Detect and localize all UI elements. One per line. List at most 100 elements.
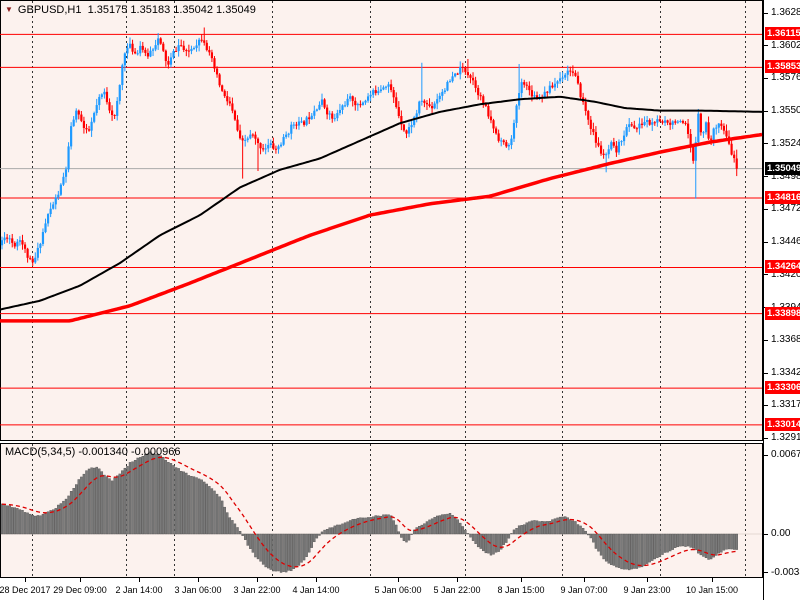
macd-bar (34, 515, 37, 535)
moving-average-red (0, 132, 763, 323)
candle-body (390, 84, 393, 91)
candle-body (610, 142, 613, 150)
candle-body (622, 135, 626, 142)
candle-body (290, 124, 293, 134)
candle-body (198, 39, 201, 46)
candle-body (82, 120, 86, 128)
candle-body (674, 121, 677, 123)
candle-body (149, 50, 152, 57)
macd-bar (343, 522, 347, 535)
candle-body (331, 113, 334, 119)
candle-body (361, 102, 365, 105)
macd-bar (517, 525, 521, 535)
macd-bar (561, 516, 564, 535)
macd-bar (712, 533, 715, 558)
candle-body (512, 122, 516, 139)
macd-bar (205, 483, 209, 535)
macd-bar (387, 514, 390, 535)
candle-body (62, 176, 65, 185)
moving-average-black (0, 95, 763, 311)
time-axis-tick (521, 578, 522, 582)
candle-body (594, 132, 598, 143)
macd-bar (8, 505, 11, 535)
macd-bar (179, 471, 183, 535)
candle-body (90, 121, 93, 131)
macd-bar (538, 521, 541, 535)
time-tick-label: 5 Jan 06:00 (374, 585, 422, 595)
candle-body (226, 96, 229, 102)
macd-bar (187, 475, 191, 535)
macd-bar (448, 513, 452, 535)
macd-main-value: -0.001340 (78, 446, 128, 458)
candle-body (54, 197, 57, 205)
macd-bar (315, 533, 319, 539)
candle-body (407, 127, 411, 134)
macd-bar (684, 533, 687, 547)
macd-bar (604, 533, 608, 562)
time-axis-tick (647, 578, 648, 582)
macd-bar (556, 517, 559, 535)
candle-body (436, 99, 439, 104)
macd-bar (720, 533, 723, 553)
macd-bar (195, 477, 198, 535)
macd-bar (115, 475, 119, 535)
macd-bar (366, 517, 370, 535)
macd-bar (389, 515, 393, 535)
time-axis-tick (398, 578, 399, 582)
macd-bar (297, 533, 301, 566)
macd-bar (41, 514, 45, 535)
macd-bar (210, 488, 214, 535)
candle-body (77, 110, 80, 115)
macd-bar (612, 533, 616, 566)
macd-bar (415, 527, 418, 535)
macd-bar (251, 533, 255, 553)
macd-bar (67, 495, 70, 535)
macd-bar (692, 533, 695, 549)
macd-bar (469, 533, 472, 538)
candle-body (210, 52, 214, 59)
time-tick-label: 5 Jan 22:00 (433, 585, 481, 595)
candle-body (52, 204, 55, 209)
time-axis[interactable]: 28 Dec 2017 29 Dec 09:00 2 Jan 14:00 3 Jan … (0, 578, 763, 600)
macd-bar (52, 509, 55, 535)
candle-body (195, 45, 198, 49)
macd-bar (704, 533, 708, 559)
macd-bar (546, 521, 549, 535)
candle-body (356, 104, 359, 106)
candle-body (302, 121, 306, 125)
macd-bar (300, 533, 303, 563)
candle-body (466, 72, 470, 76)
candle-body (31, 258, 34, 263)
symbol-dropdown-icon[interactable]: ▼ (5, 5, 13, 14)
macd-bar (661, 533, 664, 555)
candle-body (110, 110, 114, 116)
price-axis-tick (764, 143, 768, 145)
macd-bar (21, 509, 24, 535)
price-chart-pane[interactable] (0, 0, 763, 441)
candle-body (164, 50, 167, 61)
macd-bar (730, 533, 733, 550)
macd-bar (571, 520, 575, 535)
macd-bar (80, 476, 83, 535)
macd-indicator-pane[interactable] (0, 443, 763, 578)
macd-bar (446, 513, 449, 535)
level-price-label: 1.33306 (765, 381, 800, 395)
price-pane-frame (0, 0, 763, 441)
macd-bar (77, 479, 81, 535)
price-tick-label: 1.36025 (771, 39, 800, 51)
candle-body (44, 223, 47, 233)
macd-bar (123, 467, 127, 535)
candle-body (241, 138, 244, 141)
candle-body (116, 100, 119, 116)
macd-bar (459, 522, 462, 535)
macd-bar (236, 527, 239, 535)
candle-body (676, 121, 679, 123)
time-axis-tick (712, 578, 713, 582)
candle-body (717, 123, 720, 128)
candle-body (80, 114, 83, 121)
macd-bar (574, 521, 577, 535)
price-axis[interactable]: 1.36285 1.36025 1.35765 1.35505 1.35245 1.349… (763, 0, 800, 600)
macd-bar (59, 503, 63, 535)
macd-bar (54, 508, 57, 535)
macd-bar (671, 533, 674, 550)
